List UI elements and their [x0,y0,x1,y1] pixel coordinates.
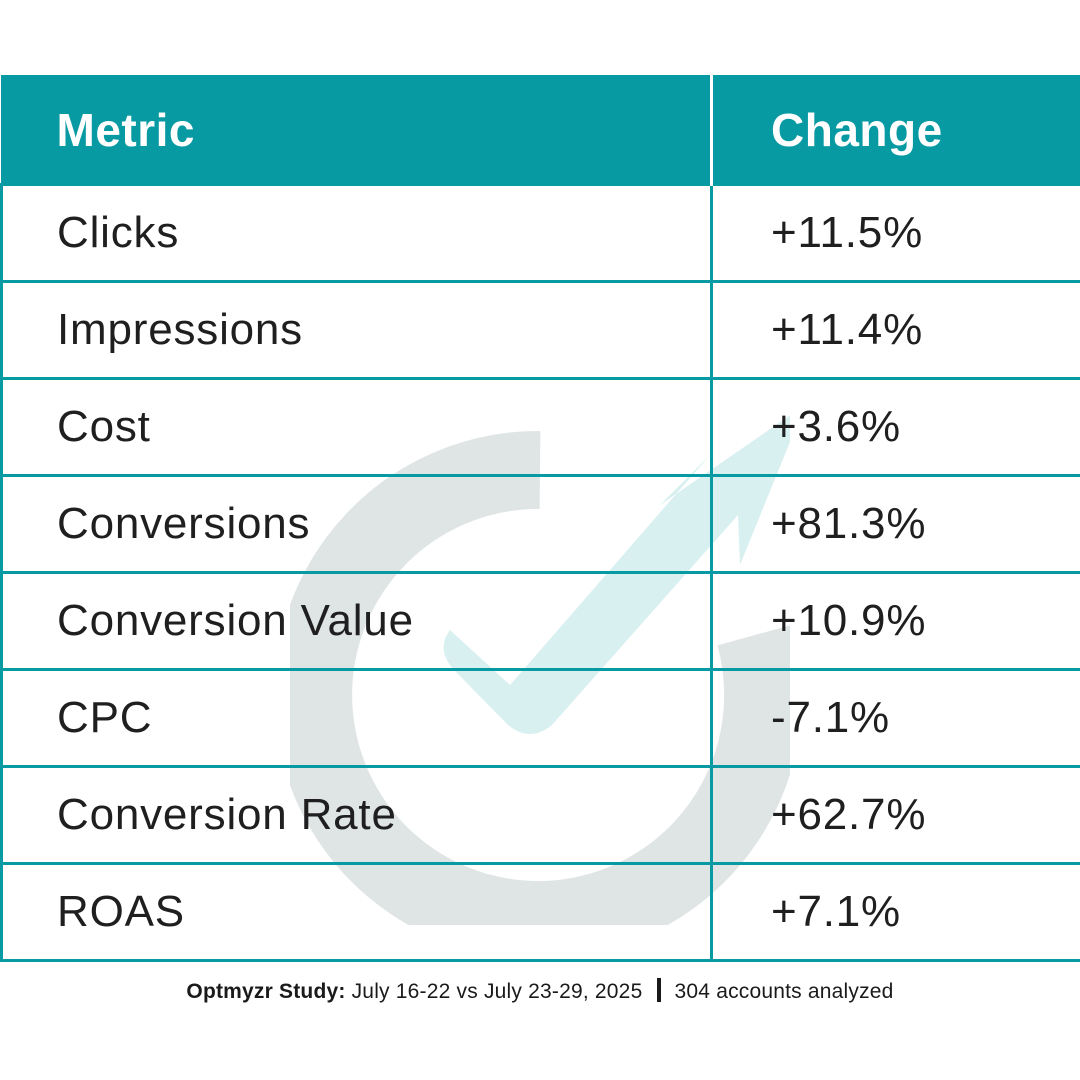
change-cell: +62.7% [710,764,1080,865]
study-footer: Optmyzr Study: July 16-22 vs July 23-29,… [0,978,1080,1004]
metric-cell: Clicks [0,182,713,283]
footer-period: July 16-22 vs July 23-29, 2025 [351,980,643,1003]
table-row: Conversion Value +10.9% [0,570,1080,671]
metric-cell: Conversion Value [0,570,713,671]
footer-brand: Optmyzr Study: [186,980,346,1003]
table-row: ROAS +7.1% [0,861,1080,962]
table-header-row: Metric Change [0,75,1080,185]
table-row: Clicks +11.5% [0,182,1080,283]
table-row: CPC -7.1% [0,667,1080,768]
metric-cell: ROAS [0,861,713,962]
metric-cell: CPC [0,667,713,768]
change-cell: +81.3% [710,473,1080,574]
metric-cell: Conversions [0,473,713,574]
table-row: Impressions +11.4% [0,279,1080,380]
metrics-table: Metric Change Clicks +11.5% Impressions … [0,75,1080,962]
footer-separator [656,978,661,1002]
table-row: Conversions +81.3% [0,473,1080,574]
metric-cell: Cost [0,376,713,477]
change-cell: +7.1% [710,861,1080,962]
metric-cell: Conversion Rate [0,764,713,865]
change-cell: -7.1% [710,667,1080,768]
metric-cell: Impressions [0,279,713,380]
change-cell: +11.5% [710,182,1080,283]
change-cell: +3.6% [710,376,1080,477]
table-row: Cost +3.6% [0,376,1080,477]
column-header-change: Change [710,75,1080,185]
footer-accounts: 304 accounts analyzed [674,980,894,1003]
change-cell: +11.4% [710,279,1080,380]
column-header-metric: Metric [0,75,713,185]
change-cell: +10.9% [710,570,1080,671]
table-row: Conversion Rate +62.7% [0,764,1080,865]
metrics-table-container: Metric Change Clicks +11.5% Impressions … [0,75,1080,962]
